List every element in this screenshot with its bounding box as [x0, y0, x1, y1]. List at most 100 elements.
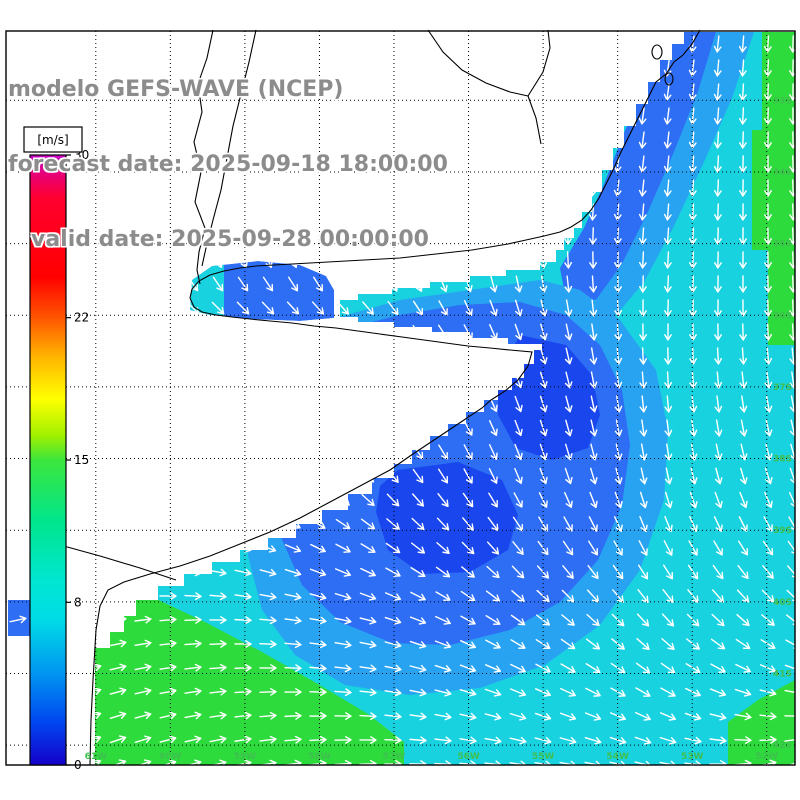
direction-arrow-icon — [234, 735, 252, 744]
direction-arrow-icon — [434, 712, 452, 721]
direction-arrow-icon — [284, 568, 302, 577]
direction-arrow-icon — [284, 592, 302, 601]
direction-arrow-icon — [259, 592, 277, 601]
direction-arrow-icon — [564, 467, 573, 485]
direction-arrow-icon — [684, 712, 702, 721]
direction-arrow-icon — [734, 712, 752, 721]
direction-arrow-icon — [211, 326, 225, 338]
direction-arrow-icon — [159, 687, 177, 696]
direction-arrow-icon — [184, 592, 202, 601]
direction-arrow-icon — [489, 227, 498, 245]
direction-arrow-icon — [261, 374, 275, 386]
speed-region-ne-light-blue-band — [584, 32, 754, 322]
direction-arrow-icon — [488, 35, 497, 53]
direction-arrow-icon — [710, 638, 726, 650]
direction-arrow-icon — [412, 468, 424, 484]
direction-arrow-icon — [638, 131, 647, 149]
direction-arrow-icon — [109, 568, 127, 576]
direction-arrow-icon — [309, 616, 327, 625]
direction-arrow-icon — [85, 374, 101, 386]
direction-arrow-icon — [209, 592, 227, 601]
direction-arrow-icon — [359, 736, 377, 744]
direction-arrow-icon — [513, 35, 522, 53]
direction-arrow-icon — [410, 591, 426, 601]
direction-arrow-icon — [184, 687, 202, 696]
direction-arrow-icon — [9, 759, 27, 765]
direction-arrow-icon — [484, 712, 502, 721]
direction-arrow-icon — [510, 663, 526, 673]
direction-arrow-icon — [9, 544, 27, 553]
direction-arrow-icon — [709, 712, 727, 721]
direction-arrow-icon — [663, 83, 672, 101]
direction-arrow-icon — [589, 419, 598, 437]
direction-arrow-icon — [459, 712, 477, 721]
direction-arrow-icon — [484, 688, 502, 697]
direction-arrow-icon — [664, 491, 673, 509]
direction-arrow-icon — [336, 349, 350, 363]
direction-arrow-icon — [409, 640, 427, 649]
direction-arrow-icon — [514, 395, 523, 413]
direction-arrow-icon — [384, 688, 402, 697]
direction-arrow-icon — [209, 544, 227, 553]
direction-arrow-icon — [109, 759, 127, 765]
direction-arrow-icon — [409, 688, 427, 697]
direction-arrow-icon — [361, 349, 375, 363]
direction-arrow-icon — [210, 398, 226, 410]
direction-arrow-icon — [559, 736, 577, 745]
direction-arrow-icon — [564, 419, 573, 437]
direction-arrow-icon — [260, 519, 276, 529]
direction-arrow-icon — [739, 443, 748, 461]
direction-arrow-icon — [313, 276, 323, 292]
direction-arrow-icon — [84, 496, 102, 505]
direction-arrow-icon — [514, 467, 523, 485]
direction-arrow-icon — [586, 613, 600, 627]
direction-arrow-icon — [159, 544, 177, 553]
direction-arrow-icon — [513, 179, 522, 197]
direction-arrow-icon — [739, 347, 748, 365]
direction-arrow-icon — [787, 565, 795, 579]
direction-arrow-icon — [585, 687, 601, 697]
direction-arrow-icon — [737, 564, 749, 580]
direction-arrow-icon — [235, 422, 251, 434]
direction-arrow-icon — [634, 760, 652, 765]
direction-arrow-icon — [584, 737, 602, 745]
direction-arrow-icon — [334, 712, 352, 720]
direction-arrow-icon — [84, 544, 102, 553]
direction-arrow-icon — [10, 399, 26, 409]
direction-arrow-icon — [686, 638, 700, 650]
direction-arrow-icon — [387, 300, 399, 316]
direction-arrow-icon — [311, 349, 325, 363]
direction-arrow-icon — [135, 374, 151, 386]
direction-arrow-icon — [564, 275, 573, 293]
direction-arrow-icon — [664, 395, 673, 413]
direction-arrow-icon — [764, 419, 773, 437]
direction-arrow-icon — [360, 567, 376, 577]
direction-arrow-icon — [714, 323, 722, 341]
lon-label: 59W — [234, 752, 257, 762]
direction-arrow-icon — [740, 467, 748, 485]
direction-arrow-icon — [412, 372, 424, 388]
direction-arrow-icon — [685, 663, 701, 673]
direction-arrow-icon — [209, 520, 227, 529]
direction-arrow-icon — [564, 347, 573, 365]
direction-arrow-icon — [434, 688, 452, 697]
direction-arrow-icon — [286, 398, 300, 410]
direction-arrow-icon — [134, 759, 152, 765]
direction-arrow-icon — [514, 323, 523, 341]
direction-arrow-icon — [463, 83, 472, 101]
direction-arrow-icon — [111, 301, 125, 315]
direction-arrow-icon — [464, 227, 473, 245]
direction-arrow-icon — [9, 663, 27, 672]
lat-label: 41S — [773, 670, 792, 680]
direction-arrow-icon — [713, 131, 722, 149]
river-negro — [427, 29, 551, 145]
direction-arrow-icon — [336, 325, 350, 339]
lon-label: 52W — [756, 752, 779, 762]
direction-arrow-icon — [434, 640, 452, 649]
direction-arrow-icon — [511, 565, 525, 579]
direction-arrow-icon — [738, 59, 747, 77]
direction-arrow-icon — [460, 615, 476, 625]
direction-arrow-icon — [359, 640, 377, 649]
direction-arrow-icon — [559, 712, 577, 721]
coastal-lagoon — [664, 72, 674, 86]
